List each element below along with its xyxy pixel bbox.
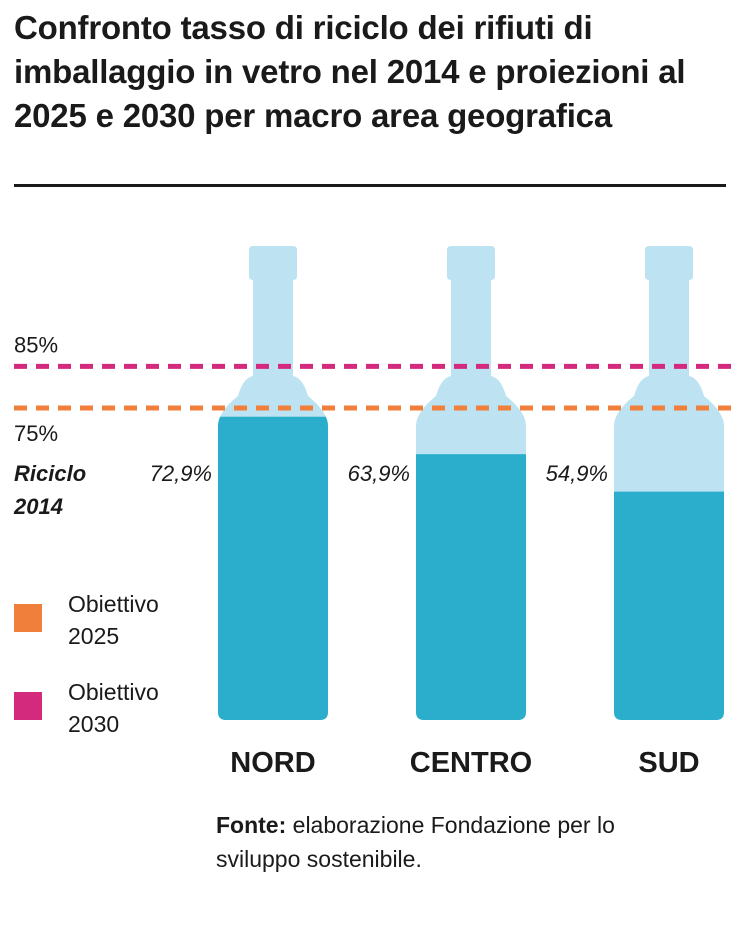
legend-swatch-2025 [14,604,42,632]
category-label-centro: CENTRO [410,747,532,779]
source-text: elaborazione Fondazione per lo sviluppo … [216,812,615,872]
series-label-line2: 2014 [13,494,63,519]
series-label-line1: Riciclo [14,461,86,486]
category-label-sud: SUD [638,747,699,779]
value-label-centro: 63,9% [348,461,410,486]
bottle-chart: NORD 72,9% CENTRO 63,9% SUD 54,9% 75% 85% Ricicl… [13,246,736,779]
bottle-fill-sud [614,491,724,720]
source-note: Fonte: elaborazione Fondazione per lo sv… [216,808,686,876]
chart-title: Confronto tasso di riciclo dei rifiuti d… [14,9,686,134]
legend-label-2025: Obiettivo 2025 [68,591,159,649]
value-label-sud: 54,9% [546,461,608,486]
legend-swatch-2030 [14,692,42,720]
legend-label-2030: Obiettivo 2030 [68,679,159,737]
source-label: Fonte: [216,812,287,838]
target-label-75: 75% [14,421,58,446]
bottle-fill-centro [416,454,526,720]
category-label-nord: NORD [230,747,315,779]
value-label-nord: 72,9% [150,461,212,486]
target-label-85: 85% [14,332,58,357]
title-divider [14,184,726,187]
bottle-fill-nord [218,416,328,720]
